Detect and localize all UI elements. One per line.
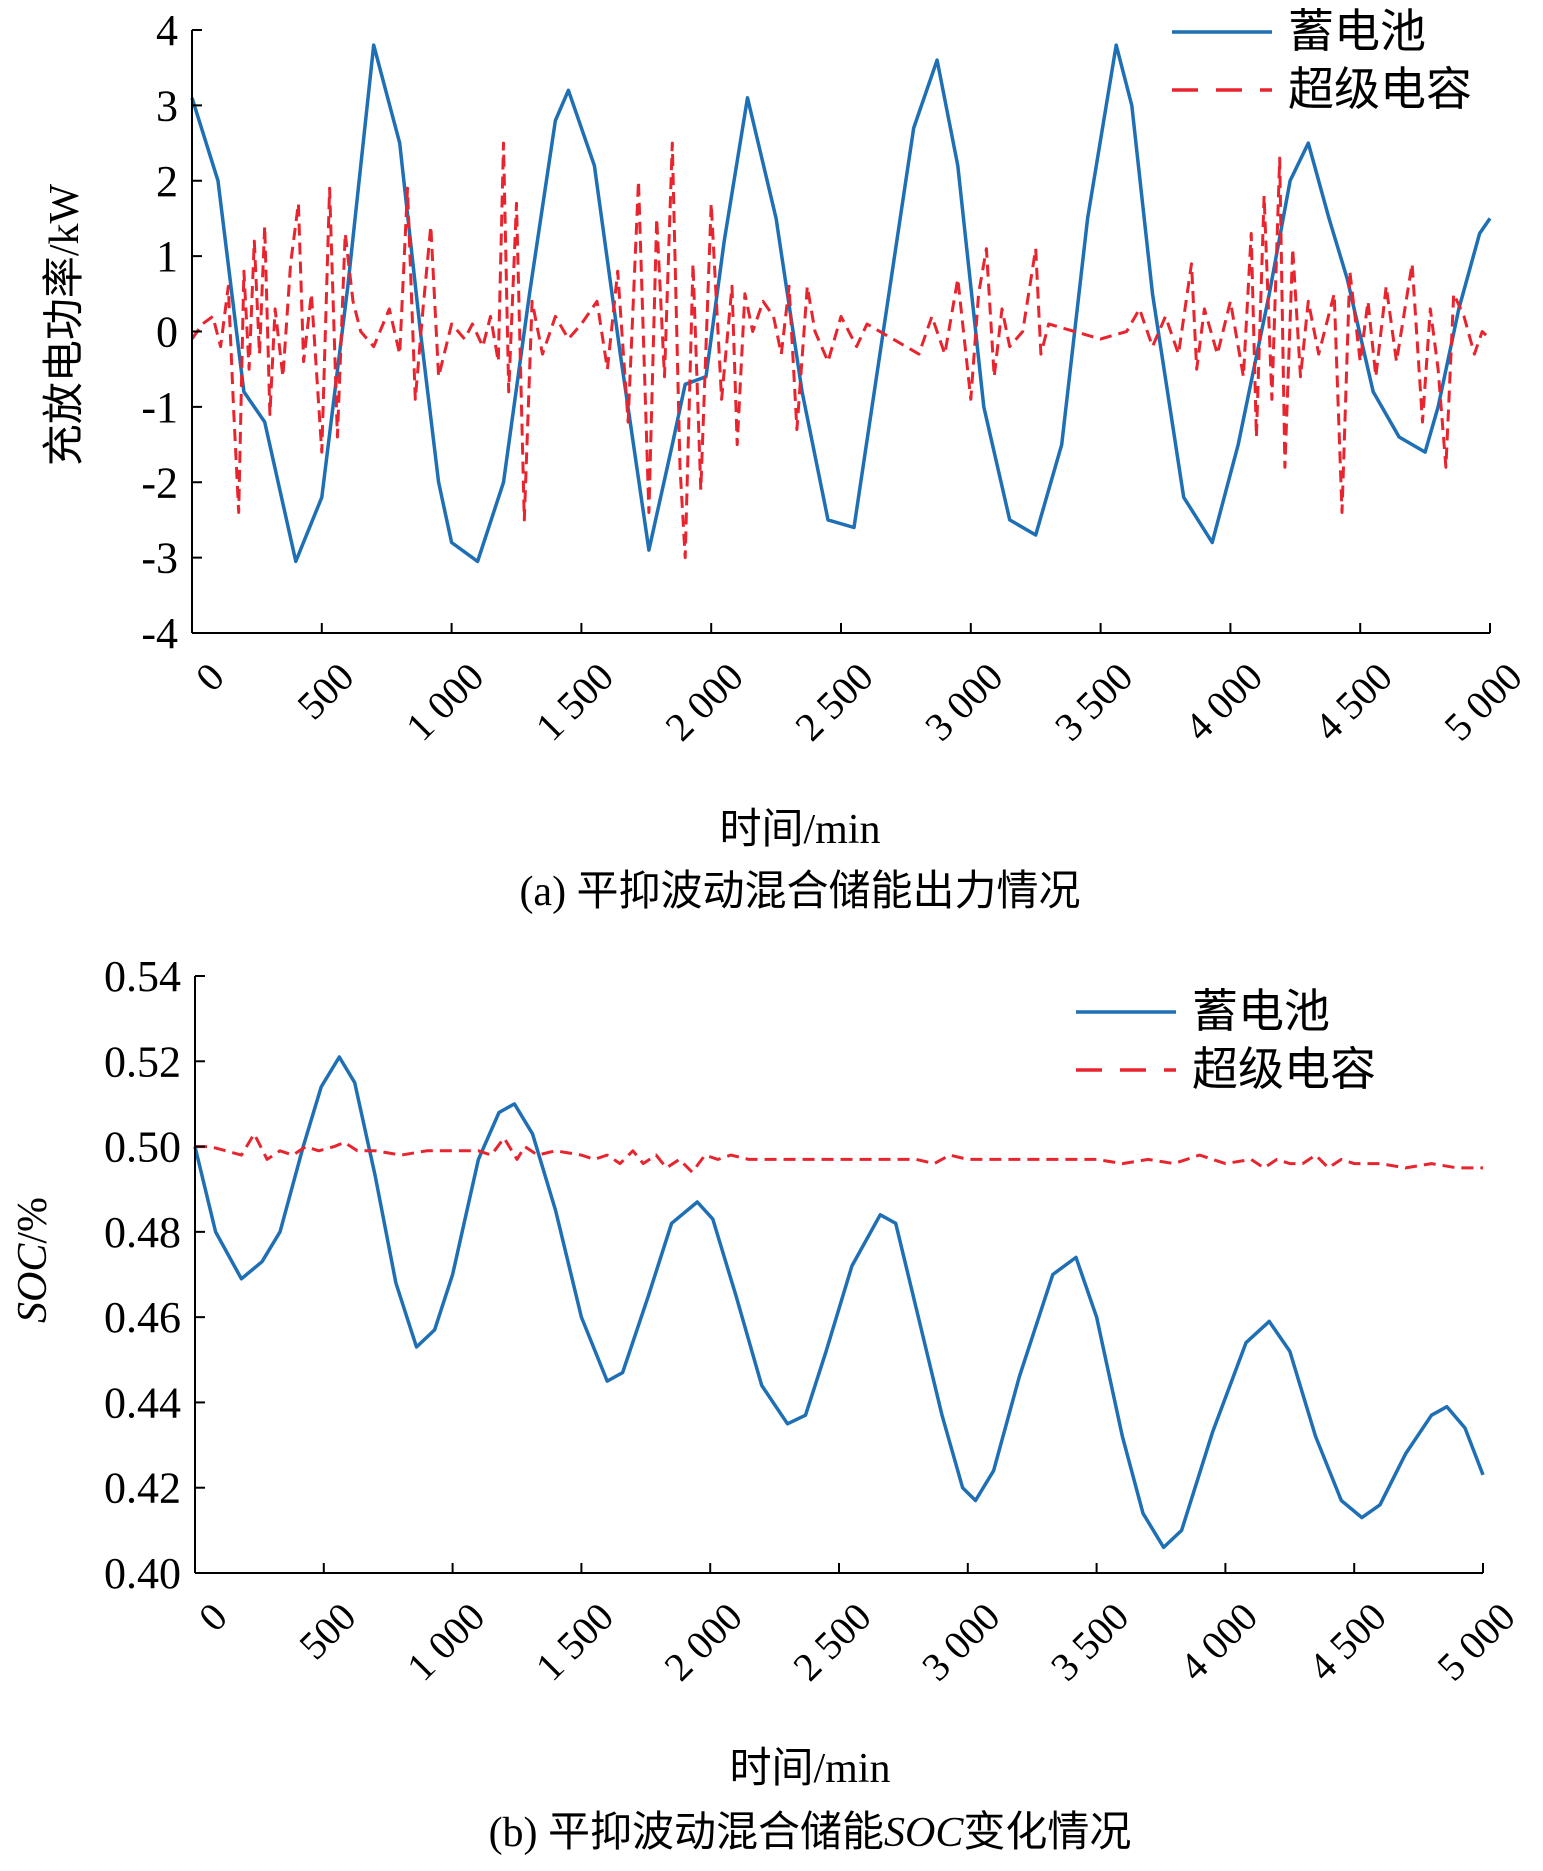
soc-x-tick-label: 0	[190, 1594, 236, 1640]
power-x-tick-label: 2 500	[786, 654, 881, 749]
soc-x-tick-label: 500	[290, 1594, 364, 1668]
power-legend-label-battery: 蓄电池	[1288, 6, 1426, 57]
soc-x-tick-label: 3 000	[913, 1594, 1008, 1689]
power-y-tick-label: 3	[156, 81, 178, 130]
soc-x-tick-label: 4 000	[1171, 1594, 1266, 1689]
power-y-tick-label: -3	[141, 534, 178, 583]
power-x-tick-label: 500	[288, 654, 362, 728]
soc-y-tick-label: 0.46	[104, 1293, 181, 1342]
soc-caption: (b) 平抑波动混合储能SOC变化情况	[489, 1809, 1132, 1856]
power-y-tick-label: 4	[156, 6, 178, 55]
power-y-tick-label: 1	[156, 232, 178, 281]
chart-power: -4 -3 -2 -1 0 1 2 3 4 0 500 1 000 1 500 2 000 2 500 3 0…	[41, 6, 1531, 915]
power-legend-label-supercap: 超级电容	[1288, 64, 1472, 115]
soc-y-tick-label: 0.48	[104, 1208, 181, 1257]
chart-soc: 0.40 0.42 0.44 0.46 0.48 0.50 0.52 0.54 0 500 1 00…	[10, 952, 1524, 1856]
soc-y-tick-label: 0.52	[104, 1037, 181, 1086]
soc-caption-italic: SOC	[884, 1810, 964, 1856]
soc-caption-prefix: (b) 平抑波动混合储能	[489, 1810, 884, 1856]
soc-x-tick-label: 2 000	[655, 1594, 750, 1689]
power-series-supercap-line	[190, 141, 1492, 560]
power-x-tick-label: 1 000	[397, 654, 492, 749]
power-x-tick-label: 5 000	[1435, 654, 1530, 749]
power-x-tick-label: 3 500	[1046, 654, 1141, 749]
power-y-tick-label: 2	[156, 157, 178, 206]
power-y-tick-label: -2	[141, 458, 178, 507]
soc-caption-suffix: 变化情况	[963, 1809, 1131, 1856]
power-x-tick-label: 4 000	[1176, 654, 1271, 749]
soc-y-tick-label: 0.50	[104, 1123, 181, 1172]
power-ticks: -4 -3 -2 -1 0 1 2 3 4 0 500 1 000 1 500 2 000 2 500 3 0…	[141, 6, 1530, 749]
power-x-tick-label: 1 500	[527, 654, 622, 749]
soc-series-battery-line	[193, 1055, 1485, 1550]
soc-ylabel: SOC/%	[10, 1197, 56, 1323]
soc-y-tick-label: 0.44	[104, 1378, 181, 1427]
power-y-tick-label: 0	[156, 308, 178, 357]
soc-y-tick-label: 0.40	[104, 1549, 181, 1598]
soc-series-layer	[193, 1055, 1485, 1550]
soc-x-tick-label: 5 000	[1428, 1594, 1523, 1689]
soc-ylabel-italic: SOC	[10, 1243, 56, 1323]
soc-y-tick-label: 0.42	[104, 1464, 181, 1513]
soc-x-tick-label: 2 500	[784, 1594, 879, 1689]
power-y-tick-label: -4	[141, 609, 178, 658]
power-axes	[191, 30, 1490, 634]
soc-series-supercap-line	[195, 1132, 1483, 1174]
power-x-tick-label: 4 500	[1305, 654, 1400, 749]
soc-legend-label-battery: 蓄电池	[1192, 986, 1330, 1037]
power-series-battery-line	[190, 43, 1492, 564]
soc-x-tick-label: 3 500	[1042, 1594, 1137, 1689]
soc-y-tick-label: 0.54	[104, 952, 181, 1001]
power-x-tick-label: 2 000	[656, 654, 751, 749]
power-caption: (a) 平抑波动混合储能出力情况	[519, 869, 1080, 915]
soc-xlabel: 时间/min	[729, 1746, 890, 1792]
power-x-tick-label: 0	[187, 654, 233, 700]
soc-x-tick-label: 1 000	[398, 1594, 493, 1689]
power-series-layer	[190, 43, 1492, 564]
power-ylabel: 充放电功率/kW	[41, 183, 88, 466]
power-xlabel: 时间/min	[719, 807, 880, 853]
soc-x-tick-label: 1 500	[527, 1594, 622, 1689]
soc-ylabel-unit: /%	[10, 1197, 56, 1244]
soc-x-tick-label: 4 500	[1299, 1594, 1394, 1689]
soc-legend-label-supercap: 超级电容	[1192, 1044, 1376, 1095]
power-x-tick-label: 3 000	[916, 654, 1011, 749]
power-y-tick-label: -1	[141, 383, 178, 432]
